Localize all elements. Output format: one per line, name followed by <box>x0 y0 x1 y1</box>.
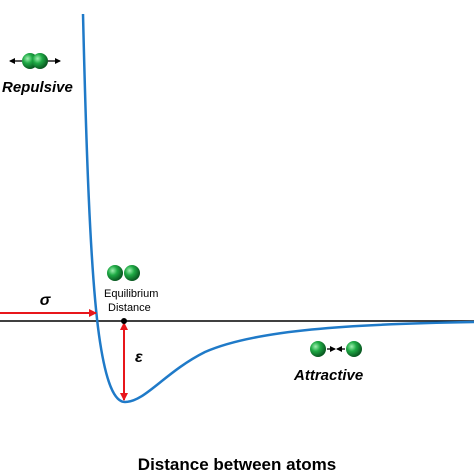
epsilon-label: ε <box>135 349 143 366</box>
x-axis-label: Distance between atoms <box>138 455 336 474</box>
equilibrium-point <box>121 318 127 324</box>
atom <box>310 341 326 357</box>
potential-curve <box>81 13 474 404</box>
attractive-label: Attractive <box>293 367 363 384</box>
atom <box>124 265 140 281</box>
atom <box>346 341 362 357</box>
atom <box>107 265 123 281</box>
equilibrium-label: Equilibrium <box>104 288 158 300</box>
repulsive-label: Repulsive <box>2 79 73 96</box>
equilibrium-label: Distance <box>108 302 151 314</box>
atom <box>32 53 48 69</box>
sigma-label: σ <box>40 292 52 309</box>
